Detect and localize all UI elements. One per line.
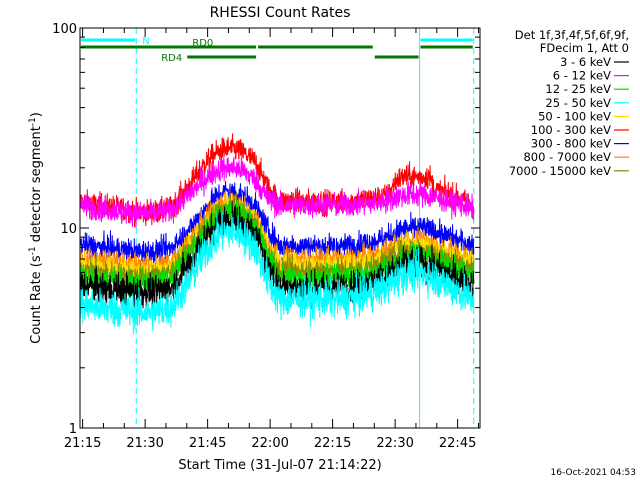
legend-label-7000-15000-kev: 7000 - 15000 keV xyxy=(509,164,611,178)
x-tick-label-22-15: 22:15 xyxy=(314,436,351,451)
x-tick-label-22-00: 22:00 xyxy=(251,436,288,451)
y-axis: 1 10 100 xyxy=(52,22,480,437)
legend-label-300-800-kev: 300 - 800 keV xyxy=(531,137,611,151)
legend-label-800-7000-kev: 800 - 7000 keV xyxy=(523,150,611,164)
legend-label-3-6-kev: 3 - 6 keV xyxy=(560,55,611,69)
footer-timestamp: 16-Oct-2021 04:53 xyxy=(551,468,636,478)
x-tick-label-21-30: 21:30 xyxy=(126,436,163,451)
y-axis-label-sup1: -1 xyxy=(28,246,38,255)
series-line-6-12-kev xyxy=(80,156,475,229)
series-layer xyxy=(80,133,475,335)
y-axis-label-mid: detector segment xyxy=(29,126,44,246)
legend-header-line-2: FDecim 1, Att 0 xyxy=(540,41,629,55)
legend: Det 1f,3f,4f,5f,6f,9f, FDecim 1, Att 0 3… xyxy=(509,28,629,178)
series-line-25-50-kev xyxy=(80,211,475,335)
legend-header-line-1: Det 1f,3f,4f,5f,6f,9f, xyxy=(515,28,629,42)
y-axis-label: Count Rate (s-1 detector segment-1) xyxy=(28,112,44,344)
legend-label-12-25-kev: 12 - 25 keV xyxy=(545,82,611,96)
flag-bars: N RD0 RD4 xyxy=(81,36,473,64)
y-tick-label-1: 1 xyxy=(69,422,77,437)
flag-label-rd4: RD4 xyxy=(161,53,182,64)
legend-label-6-12-kev: 6 - 12 keV xyxy=(553,69,611,83)
x-tick-label-22-45: 22:45 xyxy=(439,436,476,451)
chart-title: RHESSI Count Rates xyxy=(210,5,351,21)
legend-label-50-100-kev: 50 - 100 keV xyxy=(538,109,611,123)
x-tick-label-21-15: 21:15 xyxy=(64,436,101,451)
y-axis-label-end: ) xyxy=(29,112,44,117)
x-tick-label-21-45: 21:45 xyxy=(189,436,226,451)
y-axis-label-main: Count Rate (s xyxy=(29,255,44,344)
legend-label-25-50-kev: 25 - 50 keV xyxy=(545,96,611,110)
x-tick-label-22-30: 22:30 xyxy=(376,436,413,451)
legend-label-100-300-kev: 100 - 300 keV xyxy=(531,123,611,137)
y-tick-label-100: 100 xyxy=(52,22,77,37)
flag-label-rd0: RD0 xyxy=(192,38,213,49)
x-axis: 21:15 21:30 21:45 22:00 22:15 22:30 22:45 xyxy=(64,28,479,451)
flag-label-n: N xyxy=(142,36,149,47)
y-axis-label-sup2: -1 xyxy=(28,117,38,126)
x-axis-label: Start Time (31-Jul-07 21:14:22) xyxy=(178,458,381,473)
y-tick-label-10: 10 xyxy=(60,222,77,237)
